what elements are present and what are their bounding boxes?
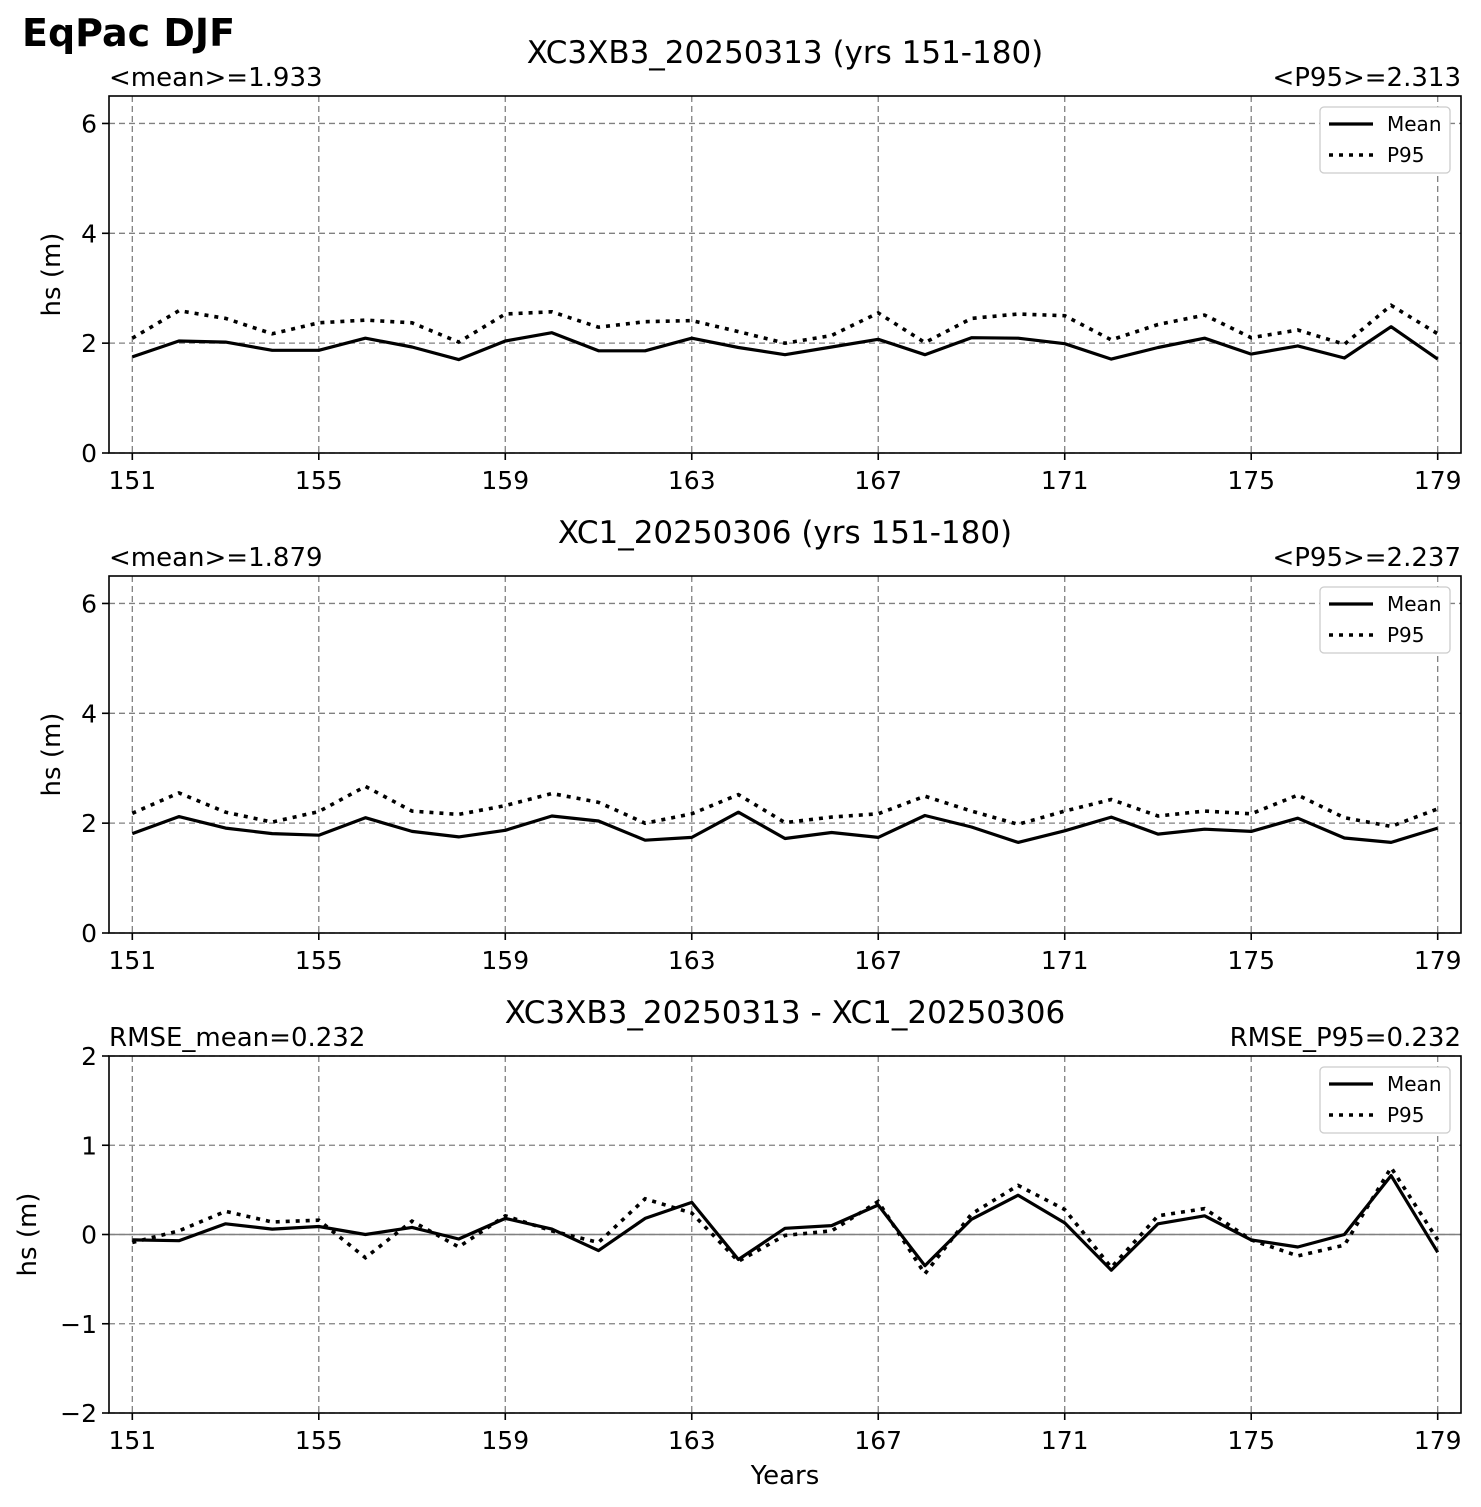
y-tick-label: 1 [81,1131,97,1160]
y-tick-label: 0 [81,919,97,948]
x-tick-label: 179 [1414,946,1462,975]
panel-middle: XC1_20250306 (yrs 151-180) <mean>=1.879 … [37,515,1462,975]
p95-annotation: <P95>=2.237 [1272,543,1461,573]
y-tick-label: 2 [81,329,97,358]
x-tick-label: 159 [481,1426,529,1455]
x-tick-label: 159 [481,466,529,495]
figure-suptitle: EqPac DJF [22,11,235,55]
x-tick-label: 167 [854,946,902,975]
rmse-p95-annotation: RMSE_P95=0.232 [1230,1023,1461,1053]
legend: Mean P95 [1319,586,1451,654]
legend-entry-label: P95 [1387,1103,1425,1127]
p95-series-line [131,784,1439,829]
y-tick-label: 6 [81,589,97,618]
x-tick-label: 151 [108,1426,156,1455]
x-tick-label: 175 [1227,1426,1275,1455]
plot-frame [108,575,1462,934]
y-tick-label: 4 [81,699,97,728]
mean-annotation: <mean>=1.933 [109,63,323,93]
x-tick-label: 159 [481,946,529,975]
legend-entry-label: P95 [1387,143,1425,167]
x-tick-label: 151 [108,466,156,495]
legend-entry-label: Mean [1387,112,1442,136]
x-tick-label: 179 [1414,466,1462,495]
legend-entry-label: P95 [1387,623,1425,647]
y-tick-label: 0 [81,1221,97,1250]
x-tick-label: 163 [668,946,716,975]
panel-bottom: XC3XB3_20250313 - XC1_20250306 RMSE_mean… [13,995,1462,1491]
mean-annotation: <mean>=1.879 [109,543,323,573]
y-tick-label: 2 [81,809,97,838]
y-tick-label: 0 [81,439,97,468]
x-tick-label: 179 [1414,1426,1462,1455]
panel-top: XC3XB3_20250313 (yrs 151-180) <mean>=1.9… [37,35,1462,495]
y-axis-label: hs (m) [13,1193,43,1277]
rmse-mean-annotation: RMSE_mean=0.232 [109,1023,365,1053]
grid [109,576,1461,934]
x-tick-label: 155 [295,1426,343,1455]
p95-series-line [131,1164,1440,1277]
x-tick-label: 171 [1041,1426,1089,1455]
x-tick-label: 175 [1227,946,1275,975]
legend: Mean P95 [1319,1066,1451,1134]
x-tick-label: 167 [854,466,902,495]
mean-series-line [131,325,1439,362]
panel-title: XC1_20250306 (yrs 151-180) [558,515,1012,551]
legend-entry-label: Mean [1387,1072,1442,1096]
legend-entry-label: Mean [1387,592,1442,616]
y-axis-label: hs (m) [37,233,67,317]
y-tick-label: 4 [81,219,97,248]
plot-frame [108,95,1462,454]
x-tick-label: 171 [1041,946,1089,975]
mean-series-line [131,810,1439,845]
panel-title: XC3XB3_20250313 (yrs 151-180) [527,35,1044,71]
y-tick-label: 6 [81,109,97,138]
x-tick-label: 175 [1227,466,1275,495]
y-tick-label: 2 [81,1042,97,1071]
x-tick-label: 167 [854,1426,902,1455]
x-tick-label: 163 [668,466,716,495]
y-tick-label: −1 [60,1310,97,1339]
x-tick-label: 155 [295,946,343,975]
panel-title: XC3XB3_20250313 - XC1_20250306 [505,995,1065,1031]
grid [109,96,1461,454]
mean-series-line [132,1173,1440,1272]
x-tick-label: 171 [1041,466,1089,495]
x-tick-label: 151 [108,946,156,975]
y-tick-label: −2 [60,1399,97,1428]
p95-series-line [131,303,1439,347]
legend: Mean P95 [1319,106,1451,174]
x-tick-label: 155 [295,466,343,495]
x-axis-label: Years [750,1461,820,1491]
p95-annotation: <P95>=2.313 [1272,63,1461,93]
x-tick-label: 163 [668,1426,716,1455]
y-axis-label: hs (m) [37,713,67,797]
